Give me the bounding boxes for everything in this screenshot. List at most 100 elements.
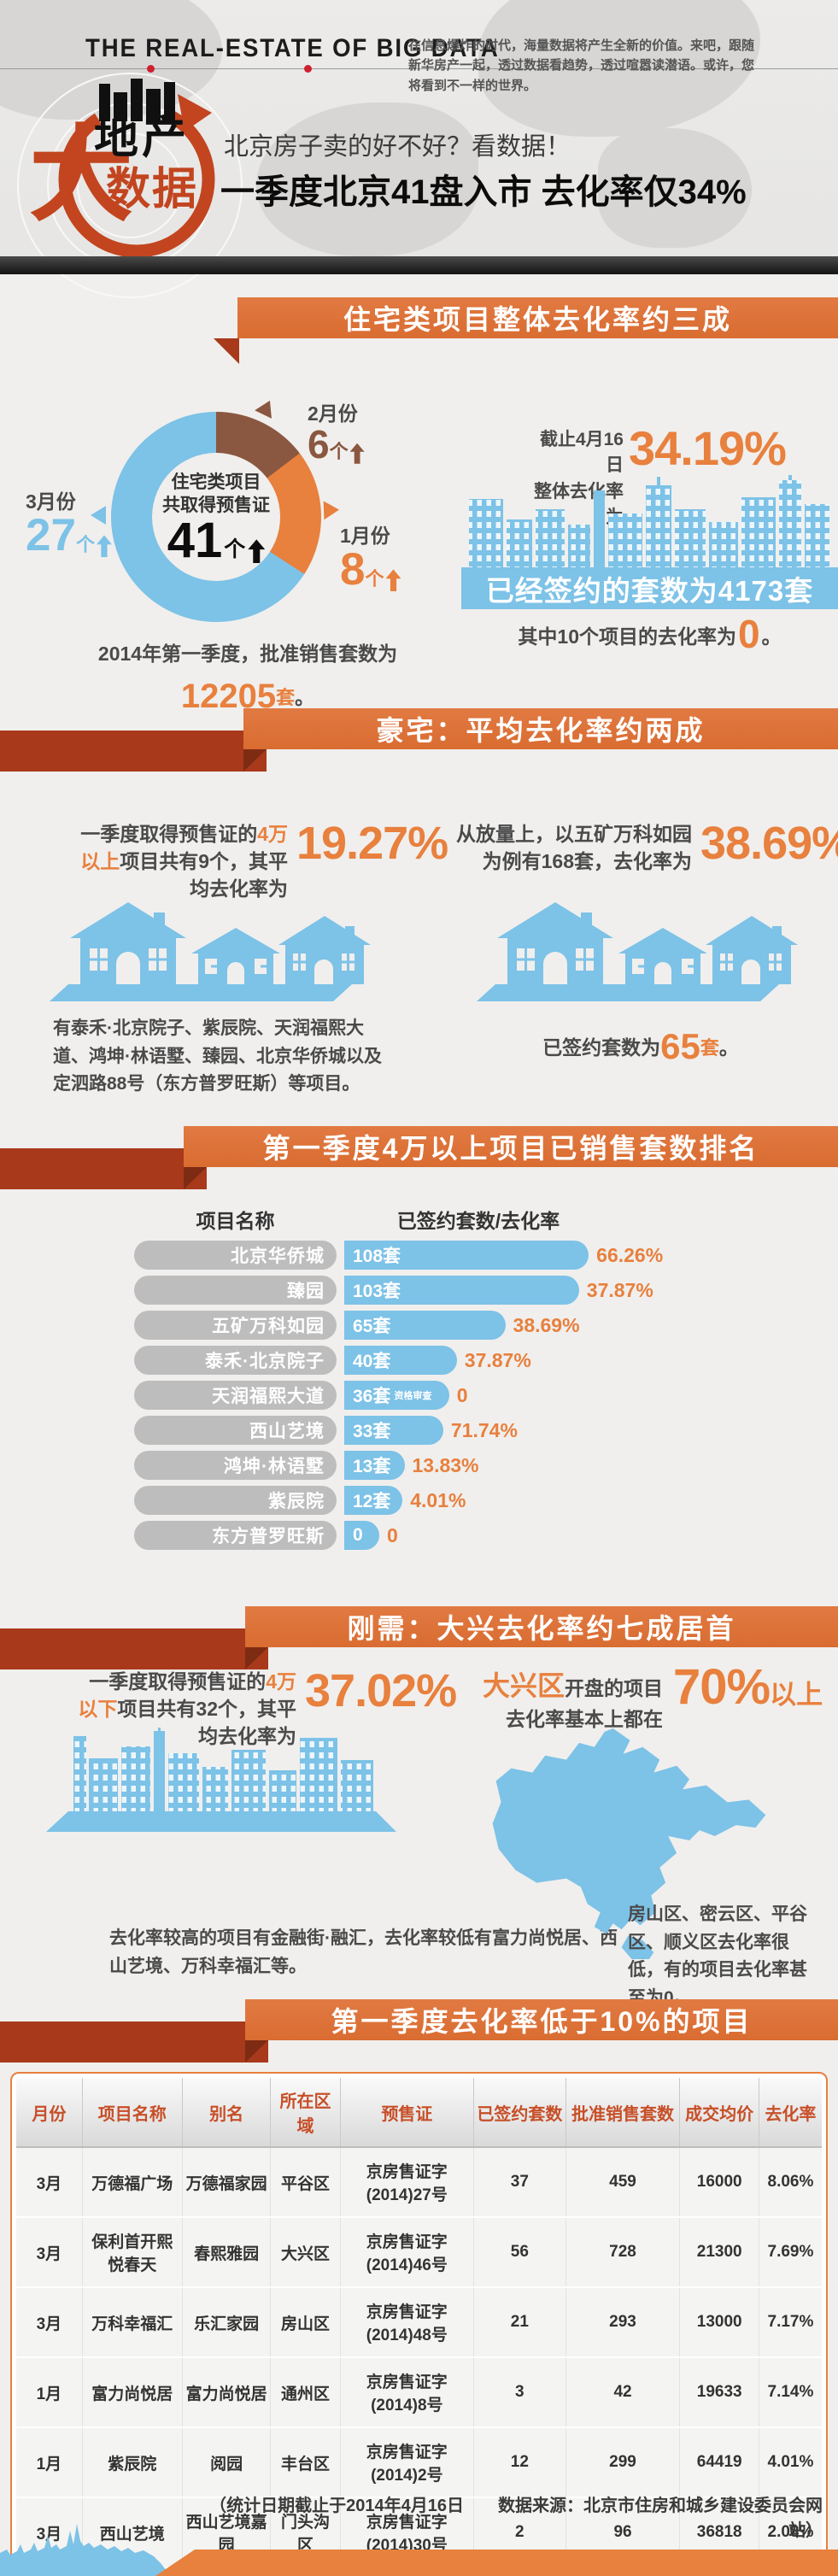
table-cell-district: 丰台区 (270, 2426, 341, 2497)
banner-fold (214, 338, 239, 364)
donut-caption: 2014年第一季度，批准销售套数为12205套。 (51, 639, 444, 723)
s2-left-caption: 有泰禾·北京院子、紫辰院、天润福熙大道、鸿坤·林语墅、臻园、北京华侨城以及定泗路… (53, 1018, 382, 1094)
table-cell-month: 1月 (16, 2356, 83, 2427)
s1-zero-note-end: 。 (761, 625, 782, 648)
pie-value-feb: 6 (308, 422, 330, 466)
bottom-orange-band (155, 2550, 838, 2576)
table-cell-district: 房山区 (270, 2286, 341, 2357)
table-cell-rate: 7.14% (759, 2356, 822, 2427)
bar: 12套 (344, 1486, 403, 1515)
bar-project-name: 北京华侨城 (134, 1241, 337, 1270)
pie-value-jan: 8 (340, 544, 366, 595)
section1-banner-label: 住宅类项目整体去化率约三成 (343, 304, 732, 335)
table-cell-district: 平谷区 (270, 2146, 341, 2217)
banner-ribbon: 第一季度4万以上项目已销售套数排名 (184, 1126, 838, 1167)
up-arrow-icon (349, 443, 365, 464)
s4-rate-suffix: 以上 (770, 1680, 823, 1710)
section3-banner-label: 第一季度4万以上项目已销售套数排名 (262, 1133, 759, 1164)
table-cell-price: 13000 (679, 2286, 759, 2357)
bar: 103套 (344, 1276, 579, 1305)
bar-percent-label: 66.26% (596, 1243, 664, 1266)
s2-right-caption: 已签约套数为65套。 (461, 1018, 820, 1074)
bar-count-label: 0 (353, 1525, 363, 1545)
s4-right-rate: 70%以上 (673, 1663, 823, 1712)
s2-right-cap-value: 65 (660, 1026, 700, 1066)
bar-row: 五矿万科如园 65套 38.69% (134, 1311, 838, 1340)
table-cell-permit: 京房售证字(2014)2号 (340, 2426, 475, 2497)
table-column-header: 批准销售套数 (566, 2078, 681, 2148)
donut-caption-pre: 2014年第一季度，批准销售套数为 (97, 643, 398, 665)
table-cell-signed: 12 (473, 2426, 566, 2497)
section3-banner: 第一季度4万以上项目已销售套数排名 (0, 1126, 838, 1191)
s4-left-stat: 一季度取得预售证的4万以下项目共有32个，其平均去化率为 37.02% (70, 1665, 457, 1751)
s2-left-rate: 19.27% (296, 818, 448, 869)
s2-right-cap-pre: 已签约套数为 (542, 1036, 661, 1059)
donut-center-line1: 住宅类项目 (171, 472, 261, 492)
bar-count-label: 103套 (353, 1282, 401, 1301)
table-cell-approved: 459 (566, 2146, 681, 2217)
table-cell-name: 富力尚悦居 (82, 2356, 183, 2427)
s4-right-t1: 开盘的项目 (565, 1677, 663, 1699)
city-skyline-illustration (469, 475, 829, 567)
table-cell-approved: 299 (566, 2426, 681, 2497)
table-cell-approved: 728 (566, 2216, 681, 2287)
bar-count-label: 33套 (353, 1422, 391, 1441)
red-dot-icon (304, 65, 312, 73)
table-column-header: 已签约套数 (473, 2078, 566, 2148)
bar-row: 鸿坤·林语墅 13套 13.83% (134, 1451, 838, 1480)
pie-label-jan: 1月份 8 个 (340, 519, 401, 595)
bar: 33套 (344, 1416, 443, 1445)
table-cell-district: 大兴区 (270, 2216, 341, 2287)
s4-left-rate: 37.02% (305, 1665, 457, 1716)
pie-value-mar: 27 (26, 510, 76, 560)
s2-right-stat: 从放量上，以五矿万科如园为例有168套，去化率为 38.69% (444, 820, 838, 875)
section1-banner: 住宅类项目整体去化率约三成 (0, 297, 838, 364)
bar: 65套 (344, 1311, 506, 1340)
s4-left-post: 项目共有32个，其平均去化率为 (117, 1698, 296, 1748)
table-column-header: 项目名称 (82, 2078, 183, 2148)
table-cell-month: 3月 (16, 2286, 83, 2357)
brand-title: THE REAL-ESTATE OF BIG DATA (85, 34, 500, 62)
red-dot-icon (147, 65, 155, 73)
houses-illustration (477, 902, 798, 1001)
table-row: 1月 紫辰院 阅园 丰台区 京房售证字(2014)2号 12 299 64419 4.01% (16, 2426, 822, 2497)
bar-chart: 北京华侨城 108套 66.26% 臻园 103套 37.87% 五矿万科如园 65套 38.6… (134, 1241, 838, 1550)
bar-percent-label: 13.83% (412, 1453, 479, 1476)
table-cell-price: 21300 (679, 2216, 759, 2287)
table-cell-signed: 3 (473, 2356, 566, 2427)
table-cell-permit: 京房售证字(2014)46号 (340, 2216, 475, 2287)
s2-left-pre: 一季度取得预售证的 (80, 823, 258, 845)
bar-percent-label: 38.69% (513, 1313, 580, 1336)
bar-row: 东方普罗旺斯 0 0 (134, 1521, 838, 1550)
table-cell-price: 19633 (679, 2356, 759, 2427)
bar: 0 (344, 1521, 379, 1550)
bar-row: 泰禾·北京院子 40套 37.87% (134, 1346, 838, 1375)
table-cell-name: 紫辰院 (82, 2426, 183, 2497)
pie-label-mar: 3月份 27 个 (26, 485, 112, 560)
s2-right-cap-unit: 套 (700, 1037, 719, 1059)
header-bottom-bar (0, 256, 838, 274)
table-cell-permit: 京房售证字(2014)8号 (340, 2356, 475, 2427)
bar-note: 资格审查 (394, 1391, 432, 1401)
banner-wing (0, 1148, 207, 1189)
bar-percent-label: 4.01% (410, 1488, 466, 1511)
bar-row: 紫辰院 12套 4.01% (134, 1486, 838, 1515)
banner-ribbon: 第一季度去化率低于10%的项目 (245, 1999, 838, 2040)
table-column-header: 别名 (182, 2078, 272, 2148)
bar: 108套 (344, 1241, 589, 1270)
bar-percent-label: 71.74% (450, 1418, 518, 1441)
bar-percent-label: 0 (387, 1523, 398, 1546)
pie-unit-feb: 个 (329, 440, 349, 462)
table-cell-alias: 春熙雅园 (182, 2216, 272, 2287)
table-column-header: 预售证 (340, 2078, 475, 2148)
table-cell-month: 3月 (16, 2216, 83, 2287)
table-cell-rate: 4.01% (759, 2426, 822, 2497)
section4-banner: 刚需：大兴去化率约七成居首 (0, 1606, 838, 1671)
bar-project-name: 天润福熙大道 (134, 1381, 337, 1410)
table-cell-alias: 富力尚悦居 (182, 2356, 272, 2427)
donut-center: 住宅类项目 共取得预售证 41 个 (152, 453, 280, 581)
signed-units-band: 已经签约的套数为4173套 (461, 567, 838, 609)
bar-project-name: 西山艺境 (134, 1416, 337, 1445)
s1-rate-label-line1: 截止4月16日 (539, 430, 624, 476)
